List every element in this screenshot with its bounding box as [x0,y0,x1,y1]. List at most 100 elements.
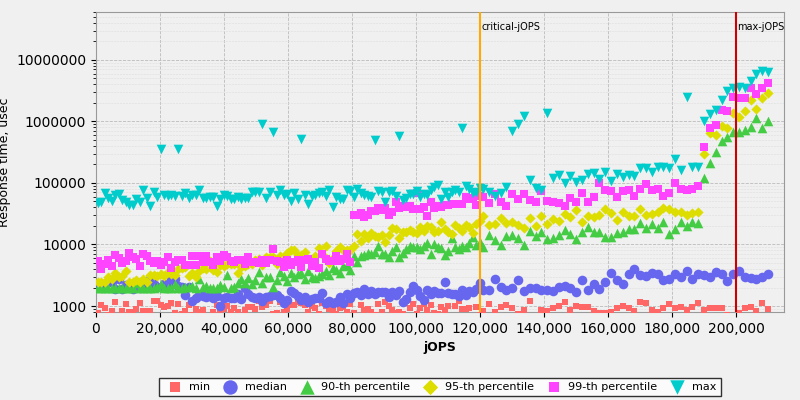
max [477,186,490,192]
90-th percentile [102,284,114,291]
99-th percentile [634,186,646,192]
max [322,187,335,194]
median [122,283,135,289]
median [231,291,244,298]
max [337,196,350,202]
99-th percentile [249,259,262,265]
95-th percentile [354,238,367,244]
min [228,304,241,311]
95-th percentile [535,213,548,220]
99-th percentile [414,206,426,212]
max [362,193,374,200]
95-th percentile [463,223,476,230]
max [456,124,469,131]
min [744,304,757,310]
99-th percentile [326,258,339,264]
max [134,198,146,205]
95-th percentile [334,244,346,250]
95-th percentile [190,274,202,280]
max [646,169,658,176]
99-th percentile [259,260,272,266]
median [546,288,559,294]
min [463,305,476,311]
median [179,292,192,298]
90-th percentile [182,284,195,290]
min [442,303,455,310]
max [94,199,107,205]
median [477,287,490,293]
median [172,283,185,290]
max [570,179,582,185]
95-th percentile [235,264,248,270]
90-th percentile [541,236,554,242]
95-th percentile [358,230,370,237]
95-th percentile [646,211,658,217]
95-th percentile [351,231,364,238]
90-th percentile [137,284,150,291]
95-th percentile [316,251,329,257]
95-th percentile [270,261,283,268]
95-th percentile [715,123,728,130]
99-th percentile [91,258,104,264]
median [750,276,762,282]
90-th percentile [442,248,455,254]
95-th percentile [518,225,530,231]
99-th percentile [662,190,675,196]
min [610,304,623,311]
median [214,303,226,309]
90-th percentile [431,244,444,250]
90-th percentile [231,280,244,286]
90-th percentile [119,284,132,291]
max [122,201,135,208]
90-th percentile [354,253,367,259]
99-th percentile [162,254,174,261]
min [259,302,272,308]
99-th percentile [306,262,318,269]
95-th percentile [154,271,167,278]
median [703,274,716,280]
max [340,187,353,193]
99-th percentile [428,205,441,211]
min [266,311,279,317]
min [449,303,462,309]
max [119,199,132,205]
99-th percentile [639,181,652,187]
99-th percentile [375,206,388,213]
max [154,146,167,152]
95-th percentile [442,229,455,236]
95-th percentile [362,235,374,241]
min [358,307,370,314]
90-th percentile [140,284,153,291]
95-th percentile [500,220,513,226]
99-th percentile [126,254,139,260]
99-th percentile [576,190,589,196]
95-th percentile [489,221,502,227]
max [179,190,192,196]
min [379,299,392,305]
median [221,294,234,301]
90-th percentile [726,129,739,135]
90-th percentile [309,275,322,282]
Y-axis label: Response time, usec: Response time, usec [0,97,10,227]
90-th percentile [570,236,582,242]
median [669,271,682,278]
90-th percentile [418,243,430,249]
90-th percentile [274,269,286,276]
min [721,311,734,318]
median [91,282,104,288]
95-th percentile [523,215,536,221]
99-th percentile [130,256,142,262]
95-th percentile [582,212,594,219]
min [214,306,226,313]
95-th percentile [622,213,635,219]
min [616,303,629,309]
95-th percentile [347,243,360,250]
99-th percentile [593,180,606,186]
95-th percentile [692,209,705,215]
95-th percentile [456,228,469,234]
90-th percentile [294,270,307,276]
90-th percentile [238,280,251,286]
95-th percentile [686,210,699,216]
max [662,165,675,172]
99-th percentile [203,259,216,265]
